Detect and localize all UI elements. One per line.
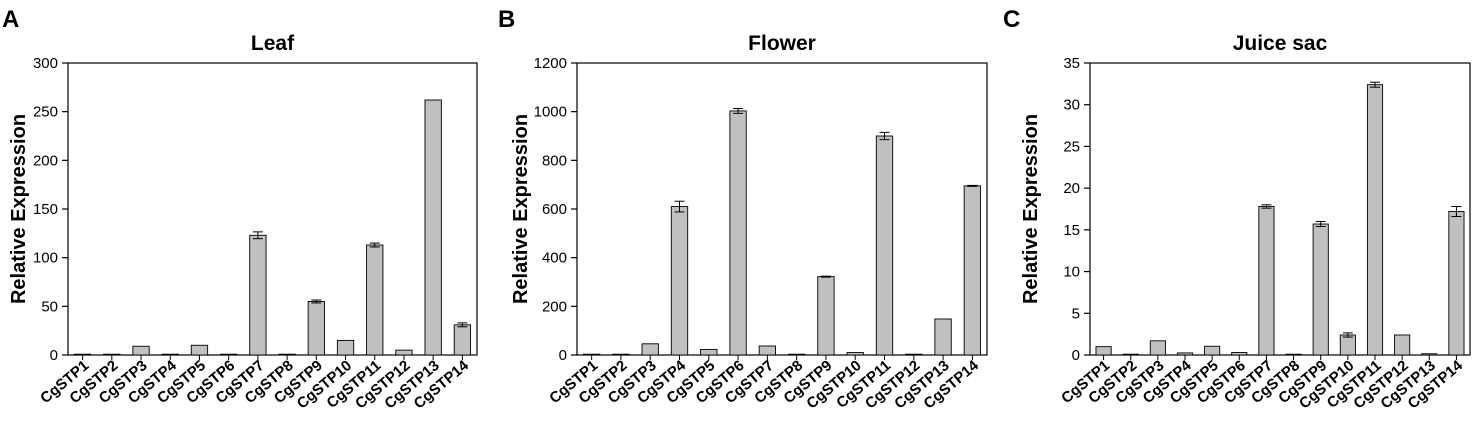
y-tick-label: 5: [1072, 305, 1080, 322]
bar: [758, 345, 777, 356]
y-tick-label: 300: [33, 55, 58, 72]
bar: [729, 110, 747, 356]
bar: [161, 353, 179, 356]
bar: [1366, 84, 1384, 356]
bar: [1285, 353, 1302, 356]
y-tick-label: 1200: [534, 55, 567, 72]
bar: [73, 353, 92, 356]
y-tick-label: 150: [33, 201, 58, 218]
bar: [1258, 206, 1275, 356]
y-tick-label: 600: [542, 201, 567, 218]
bar: [1122, 353, 1139, 356]
bar: [1204, 345, 1221, 356]
bar: [700, 348, 718, 356]
plot-frame: [67, 62, 478, 356]
y-tick-label: 100: [33, 250, 58, 267]
y-tick-label: 200: [542, 298, 567, 315]
bar: [307, 301, 325, 356]
y-axis-label: Relative Expression: [8, 114, 30, 304]
y-axis-label: Relative Expression: [510, 114, 532, 304]
bar: [1421, 353, 1438, 356]
bar: [1448, 211, 1465, 356]
y-tick-label: 800: [542, 152, 567, 169]
bar: [1095, 346, 1112, 356]
y-tick-label: 400: [542, 250, 567, 267]
bar: [934, 318, 952, 356]
bar: [612, 353, 630, 356]
bar: [817, 276, 835, 356]
bar: [905, 353, 923, 356]
panel-letter: A: [2, 6, 19, 33]
bar: [1149, 340, 1166, 356]
bar: [336, 339, 355, 356]
bar: [278, 353, 296, 356]
bar: [846, 352, 864, 356]
y-tick-label: 25: [1063, 138, 1080, 155]
bar: [1312, 223, 1329, 356]
bar: [1231, 352, 1248, 356]
bar: [453, 324, 472, 356]
bar: [366, 244, 384, 356]
y-axis-label: Relative Expression: [1020, 114, 1042, 304]
y-tick-label: 0: [559, 347, 567, 364]
y-tick-label: 1000: [534, 104, 567, 121]
bar: [963, 185, 982, 356]
y-tick-label: 35: [1063, 55, 1080, 72]
bar: [1394, 334, 1411, 356]
panel-letter: C: [1003, 6, 1020, 33]
bar: [103, 353, 121, 356]
y-tick-label: 15: [1063, 222, 1080, 239]
bar: [1339, 334, 1356, 356]
y-tick-label: 10: [1063, 264, 1080, 281]
bar: [132, 345, 150, 356]
panel-letter: B: [498, 6, 515, 33]
y-tick-label: 50: [41, 298, 58, 315]
y-tick-label: 20: [1063, 180, 1080, 197]
bar: [190, 344, 209, 356]
bar: [582, 353, 601, 356]
y-tick-label: 30: [1063, 97, 1080, 114]
plot-frame: [1089, 62, 1471, 356]
bar: [787, 353, 806, 356]
bar: [641, 343, 659, 356]
bar: [875, 135, 894, 356]
bar: [424, 99, 442, 356]
chart-panel-a: A Leaf Relative Expression 0 50 100 150 200 250 3…: [2, 6, 478, 412]
chart-title: Leaf: [251, 32, 295, 55]
bar: [1176, 352, 1194, 356]
chart-title: Juice sac: [1233, 32, 1328, 55]
y-tick-label: 0: [50, 347, 58, 364]
chart-title: Flower: [748, 32, 816, 55]
bar: [249, 234, 267, 356]
y-tick-label: 0: [1072, 347, 1080, 364]
plot-frame: [576, 62, 988, 356]
y-tick-label: 200: [33, 152, 58, 169]
bar: [220, 353, 238, 356]
y-tick-label: 250: [33, 104, 58, 121]
bar: [670, 206, 689, 356]
chart-panel-c: C Juice sac Relative Expression 0 5 10 15 20 25 3…: [1003, 6, 1471, 412]
chart-panel-b: B Flower Relative Expression 0 200 400 600 800 1…: [498, 6, 988, 412]
bar: [395, 349, 413, 356]
